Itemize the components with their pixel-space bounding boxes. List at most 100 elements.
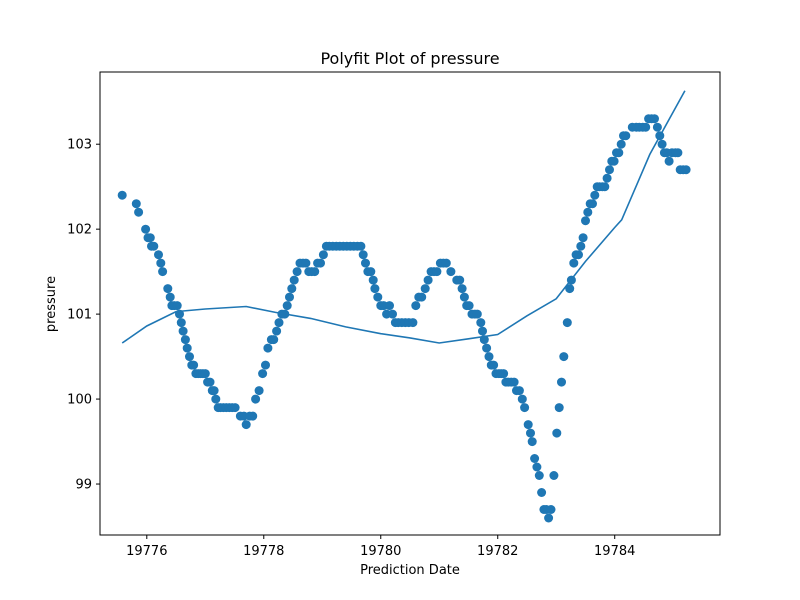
scatter-point xyxy=(411,301,421,311)
scatter-point xyxy=(417,292,427,302)
scatter-point xyxy=(574,250,583,260)
scatter-point xyxy=(544,513,554,523)
scatter-point xyxy=(523,420,533,430)
y-axis: 99 100 101 102 103 xyxy=(67,138,100,493)
scatter-point xyxy=(509,377,519,387)
scatter-point xyxy=(534,471,544,480)
scatter-point xyxy=(310,267,320,277)
plot-frame xyxy=(99,71,721,536)
scatter-point xyxy=(154,250,163,260)
scatter-point xyxy=(576,241,586,251)
scatter-point xyxy=(301,258,311,268)
scatter-point xyxy=(134,207,144,217)
scatter-point xyxy=(581,216,590,226)
y-tick-label: 103 xyxy=(67,138,92,153)
scatter-point xyxy=(356,241,366,251)
scatter-point xyxy=(464,301,474,311)
scatter-point xyxy=(446,267,456,277)
scatter-point xyxy=(287,284,297,294)
scatter-point xyxy=(269,335,279,345)
scatter-point xyxy=(282,301,292,311)
scatter-point xyxy=(526,428,535,438)
x-tick-label: 19784 xyxy=(594,544,635,559)
scatter-point xyxy=(432,267,442,277)
scatter-point xyxy=(263,343,273,353)
scatter-point xyxy=(562,318,572,328)
scatter-point xyxy=(200,369,210,379)
scatter-point xyxy=(557,377,566,387)
scatter-point xyxy=(189,360,199,370)
scatter-point xyxy=(368,275,378,285)
scatter-point xyxy=(650,114,659,124)
scatter-point xyxy=(408,318,418,328)
scatter-point xyxy=(176,318,186,328)
x-axis: 19776 19778 19780 19782 19784 xyxy=(126,535,635,559)
scatter-point xyxy=(484,352,494,362)
scatter-point xyxy=(318,250,328,260)
scatter-point xyxy=(616,139,626,149)
scatter-point xyxy=(578,233,588,243)
y-tick-label: 99 xyxy=(75,478,92,493)
scatter-point xyxy=(457,284,467,294)
scatter-point xyxy=(248,411,258,421)
scatter-point xyxy=(569,258,579,268)
scatter-point xyxy=(559,352,569,362)
scatter-point xyxy=(476,318,486,328)
scatter-point xyxy=(517,394,527,404)
scatter-point xyxy=(641,122,651,132)
scatter-point xyxy=(459,292,469,302)
plot-marks xyxy=(117,90,691,523)
chart-title: Polyfit Plot of pressure xyxy=(320,49,499,68)
scatter-point xyxy=(211,394,221,404)
scatter-point xyxy=(423,275,433,285)
scatter-point xyxy=(614,148,624,158)
scatter-point xyxy=(499,369,509,379)
scatter-point xyxy=(552,428,562,438)
scatter-point xyxy=(482,343,492,353)
scatter-point xyxy=(145,233,155,243)
scatter-point xyxy=(182,343,192,353)
scatter-point xyxy=(602,173,612,183)
y-tick-label: 102 xyxy=(67,223,92,238)
x-axis-label: Prediction Date xyxy=(360,563,460,578)
scatter-point xyxy=(681,165,691,175)
scatter-point xyxy=(537,488,547,497)
x-tick-label: 19778 xyxy=(243,544,284,559)
y-tick-label: 101 xyxy=(67,308,92,323)
scatter-point xyxy=(158,267,168,277)
scatter-point xyxy=(605,165,614,175)
scatter-point xyxy=(478,326,487,336)
scatter-point xyxy=(165,292,175,302)
scatter-point xyxy=(117,190,127,200)
scatter-point xyxy=(316,258,325,268)
scatter-point xyxy=(178,326,188,336)
scatter-point xyxy=(554,403,564,413)
scatter-point xyxy=(583,207,593,217)
scatter-point xyxy=(600,182,610,192)
scatter-point xyxy=(172,301,182,311)
scatter-point xyxy=(149,241,159,251)
scatter-point xyxy=(180,335,190,345)
scatter-point xyxy=(527,437,537,447)
scatter-point xyxy=(388,309,397,319)
scatter-point xyxy=(514,386,524,396)
scatter-point xyxy=(420,284,430,294)
scatter-point xyxy=(455,275,465,285)
scatter-point xyxy=(441,258,451,268)
scatter-point xyxy=(361,258,370,268)
scatter-point xyxy=(292,267,302,277)
y-axis-label: pressure xyxy=(44,276,59,332)
scatter-point xyxy=(609,156,619,166)
scatter-point xyxy=(261,360,270,370)
scatter-point xyxy=(520,403,530,413)
scatter-point xyxy=(590,190,600,200)
scatter-point xyxy=(489,360,499,370)
scatter-point xyxy=(209,386,219,396)
scatter-point xyxy=(272,326,282,336)
scatter-point xyxy=(289,275,299,285)
scatter-point xyxy=(530,454,540,463)
scatter-point xyxy=(254,386,264,396)
scatter-point xyxy=(370,284,380,294)
